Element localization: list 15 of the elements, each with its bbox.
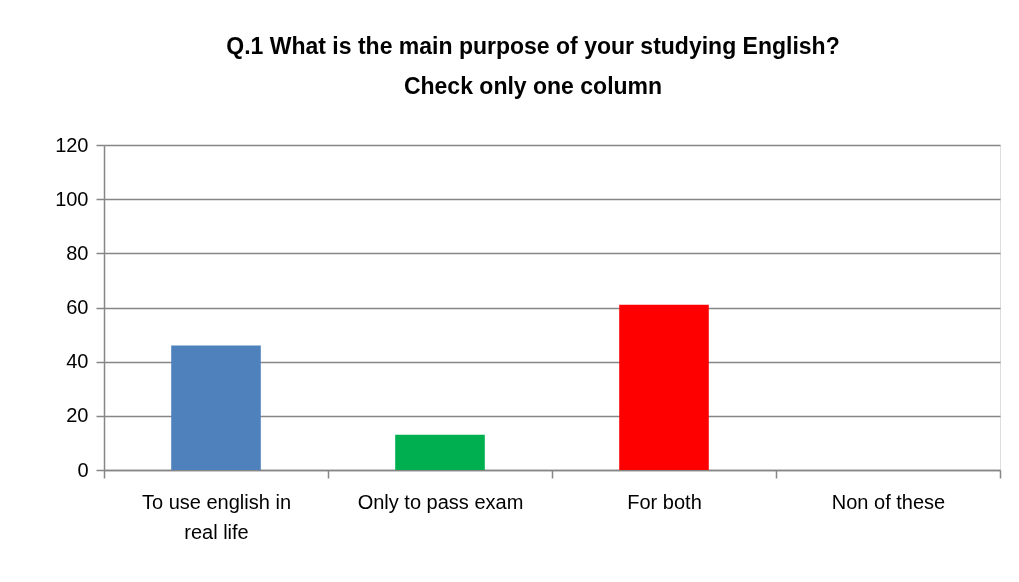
x-tick-label: To use english in real life (142, 490, 291, 543)
y-tick-label: 60 (66, 296, 89, 318)
y-tick-label: 80 (66, 241, 89, 264)
x-tick-label: Only to pass exam (357, 490, 524, 513)
x-tick-label: Non of these (831, 490, 946, 513)
bar (171, 345, 261, 470)
bar (619, 304, 709, 470)
x-tick-label: For both (627, 490, 702, 513)
bar (395, 434, 485, 470)
y-tick-label: 0 (77, 458, 89, 481)
y-tick-label: 40 (66, 350, 89, 373)
y-tick-label: 120 (55, 133, 89, 156)
y-tick-label: 20 (66, 404, 89, 427)
y-tick-label: 100 (55, 187, 89, 210)
chart-title: Q.1 What is the main purpose of your studying English? Check only one column (226, 33, 840, 99)
